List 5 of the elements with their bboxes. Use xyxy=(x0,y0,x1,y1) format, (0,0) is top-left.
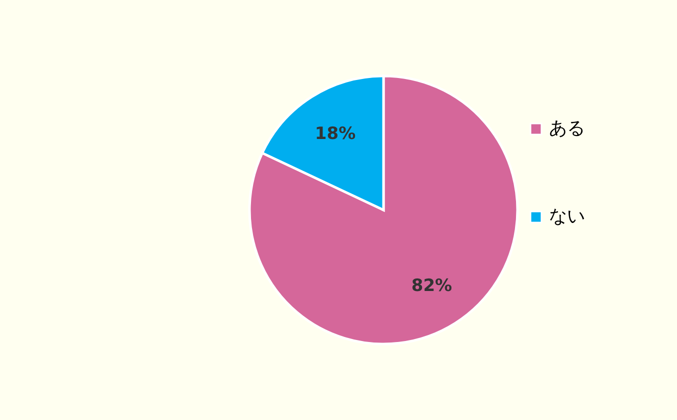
data-label: 82% xyxy=(411,276,452,296)
pie-slice xyxy=(248,74,519,346)
data-label: 18% xyxy=(314,124,356,144)
legend-label: ある xyxy=(549,118,585,139)
legend-label: ない xyxy=(549,206,585,227)
